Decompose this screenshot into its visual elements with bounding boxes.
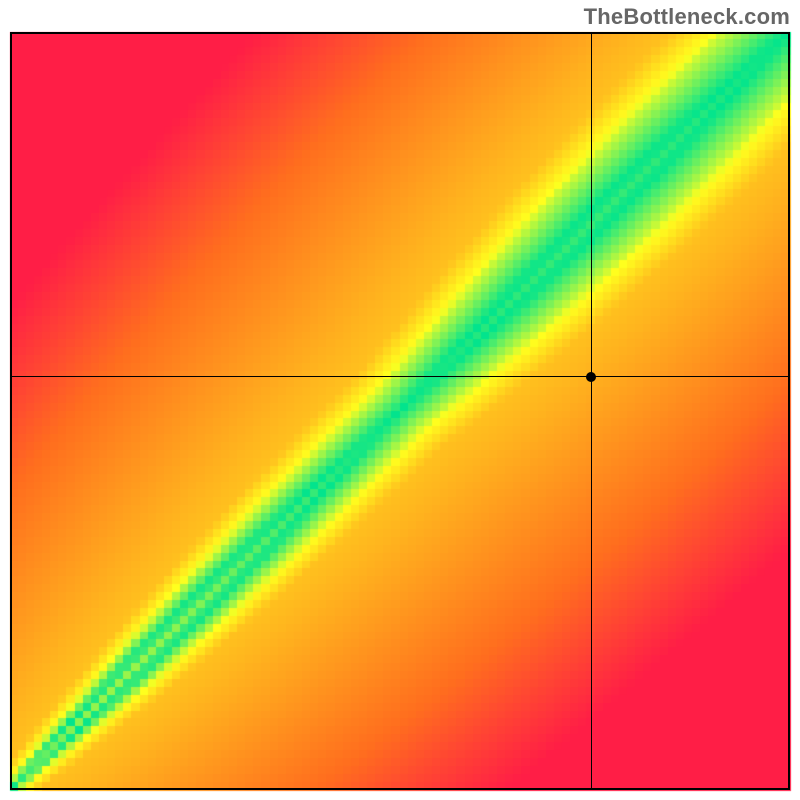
plot-frame-bottom	[10, 788, 790, 790]
crosshair-horizontal	[10, 376, 790, 377]
watermark-text: TheBottleneck.com	[584, 4, 790, 30]
crosshair-vertical	[591, 32, 592, 790]
crosshair-marker-point	[586, 372, 596, 382]
heatmap-canvas	[0, 0, 800, 800]
plot-frame-top	[10, 32, 790, 34]
plot-frame-left	[10, 32, 12, 790]
plot-frame-right	[788, 32, 790, 790]
